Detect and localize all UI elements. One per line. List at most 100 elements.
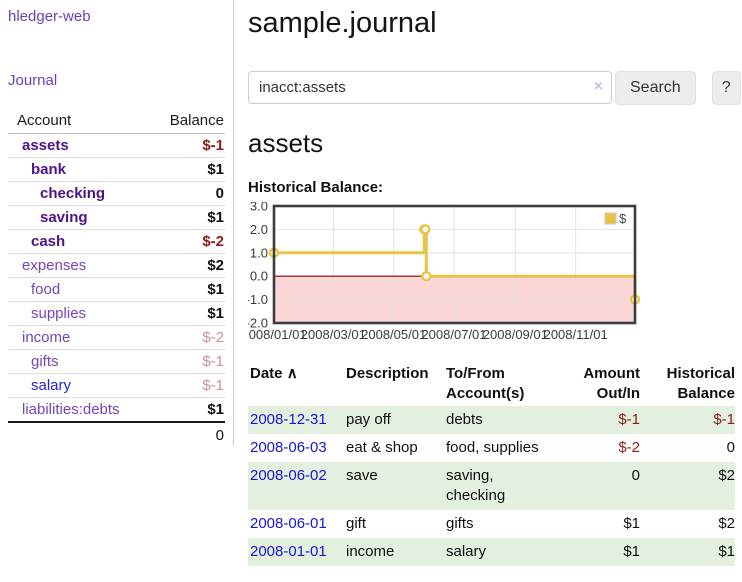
transaction-date-link[interactable]: 2008-06-02 xyxy=(250,467,327,484)
account-balance-table: Account Balance assets $-1 bank $1 checking 0… xyxy=(8,109,225,447)
account-link[interactable]: supplies xyxy=(31,305,87,322)
sort-ascending-icon: ∧ xyxy=(286,365,298,382)
transaction-date-link[interactable]: 2008-06-03 xyxy=(250,439,327,456)
account-link[interactable]: assets xyxy=(22,137,69,154)
account-link[interactable]: salary xyxy=(31,377,72,394)
chart-legend-label: $ xyxy=(619,211,627,226)
account-row: expenses $2 xyxy=(8,253,225,278)
account-link[interactable]: cash xyxy=(31,233,66,250)
transaction-amount: $1 xyxy=(623,515,640,532)
transaction-row: 2008-12-31 pay off debts $-1 $-1 xyxy=(248,406,735,434)
account-cell: supplies xyxy=(8,301,154,326)
transaction-date-cell: 2008-06-01 xyxy=(248,510,346,538)
date-column-header[interactable]: Date ∧ xyxy=(250,365,298,382)
transaction-balance: $2 xyxy=(718,515,735,532)
x-tick-label: 2008/11/01 xyxy=(544,327,608,342)
chart-point-marker xyxy=(421,270,432,282)
description-column-header: Description xyxy=(346,365,429,382)
transaction-balance: 0 xyxy=(726,439,735,456)
transaction-row: 2008-06-01 gift gifts $1 $2 xyxy=(248,510,735,538)
account-link[interactable]: liabilities:debts xyxy=(22,401,120,418)
account-cell: food xyxy=(8,277,154,302)
account-table-body: assets $-1 bank $1 checking 0 saving $1 cash $-2 e… xyxy=(8,134,225,422)
transactions-table: Date ∧ Description To/From Account(s) Amo… xyxy=(248,362,735,566)
search-input[interactable] xyxy=(248,71,612,104)
account-balance: $2 xyxy=(153,253,225,278)
account-cell: expenses xyxy=(8,253,154,278)
chart-legend-swatch xyxy=(604,212,617,225)
account-link[interactable]: bank xyxy=(31,161,67,178)
transaction-balance: $-1 xyxy=(640,406,735,434)
account-total-row: 0 xyxy=(8,421,225,447)
account-balance: $-2 xyxy=(153,325,225,350)
x-tick-label: 2008/01/01 xyxy=(248,327,307,342)
account-cell: gifts xyxy=(8,349,154,374)
transaction-accounts: debts xyxy=(446,406,560,434)
account-balance: $-1 xyxy=(153,373,225,398)
amount-column-header: Amount Out/In xyxy=(583,365,640,402)
account-row: checking 0 xyxy=(8,181,225,206)
account-link[interactable]: expenses xyxy=(22,257,87,274)
chart-point-marker xyxy=(420,224,431,235)
account-row: income $-2 xyxy=(8,325,225,350)
transaction-row: 2008-01-01 income salary $1 $1 xyxy=(248,538,735,566)
sidebar: hledger-web Journal Account Balance asse… xyxy=(0,0,234,447)
transaction-date-link[interactable]: 2008-12-31 xyxy=(250,411,327,428)
transaction-date-link[interactable]: 2008-01-01 xyxy=(250,543,327,560)
transaction-balance: $1 xyxy=(640,538,735,566)
transaction-amount: $1 xyxy=(560,538,640,566)
search-form: × Search ? xyxy=(248,71,742,105)
account-link[interactable]: saving xyxy=(40,209,88,226)
account-cell: cash xyxy=(8,229,154,254)
transaction-date-link[interactable]: 2008-06-01 xyxy=(250,515,327,532)
account-link[interactable]: income xyxy=(22,329,71,346)
clear-search-icon[interactable]: × xyxy=(593,78,603,95)
transaction-balance: $2 xyxy=(640,462,735,510)
account-balance: $1 xyxy=(153,301,225,326)
account-column-header: Account xyxy=(8,109,154,134)
search-button[interactable]: Search xyxy=(615,71,696,105)
account-link[interactable]: checking xyxy=(40,185,106,202)
transaction-accounts: gifts xyxy=(446,515,474,532)
account-balance: $-1 xyxy=(202,137,224,154)
transaction-description: eat & shop xyxy=(346,439,418,456)
account-balance: $1 xyxy=(153,397,225,422)
account-row: salary $-1 xyxy=(8,373,225,398)
account-table-header-row: Account Balance xyxy=(8,109,225,134)
transaction-row: 2008-06-02 save saving, checking 0 $2 xyxy=(248,462,735,510)
account-balance: 0 xyxy=(153,181,225,206)
account-row: saving $1 xyxy=(8,205,225,230)
chart-border xyxy=(272,204,637,325)
transactions-header-row: Date ∧ Description To/From Account(s) Amo… xyxy=(248,362,735,406)
transaction-date-cell: 2008-06-02 xyxy=(248,462,346,510)
balance-column-header: Historical Balance xyxy=(666,365,735,402)
y-tick-label: 2.0 xyxy=(250,222,268,237)
account-row: food $1 xyxy=(8,277,225,302)
account-row: liabilities:debts $1 xyxy=(8,397,225,422)
account-link[interactable]: gifts xyxy=(31,353,59,370)
account-cell: assets xyxy=(8,134,153,158)
app-title-link[interactable]: hledger-web xyxy=(8,8,91,25)
account-row: gifts $-1 xyxy=(8,349,225,374)
account-row: supplies $1 xyxy=(8,301,225,326)
help-button[interactable]: ? xyxy=(711,71,741,105)
y-tick-label: 1.0 xyxy=(250,245,268,260)
transaction-accounts: salary xyxy=(446,538,560,566)
sidebar-item-journal[interactable]: Journal xyxy=(8,72,58,89)
account-row: assets $-1 xyxy=(8,134,225,158)
x-tick-label: 2008/09/01 xyxy=(483,327,548,342)
account-cell: income xyxy=(8,325,154,350)
account-link[interactable]: food xyxy=(31,281,61,298)
y-tick-label: -1.0 xyxy=(248,292,268,307)
chart-svg: $3.0 2.0 1.0 0.0 -1.0 -2.02008/01/012008/03/0… xyxy=(248,202,641,342)
account-row: bank $1 xyxy=(8,157,225,182)
transaction-description: pay off xyxy=(346,406,446,434)
balance-column-header: Balance xyxy=(153,109,225,134)
y-tick-label: 0.0 xyxy=(250,269,268,284)
transaction-amount: 0 xyxy=(560,462,640,510)
account-heading: assets xyxy=(248,128,324,158)
historical-balance-chart: $3.0 2.0 1.0 0.0 -1.0 -2.02008/01/012008/03/0… xyxy=(248,202,742,348)
transaction-amount: $-1 xyxy=(560,406,640,434)
transaction-date-cell: 2008-06-03 xyxy=(248,434,346,462)
account-total-spacer xyxy=(8,421,154,447)
